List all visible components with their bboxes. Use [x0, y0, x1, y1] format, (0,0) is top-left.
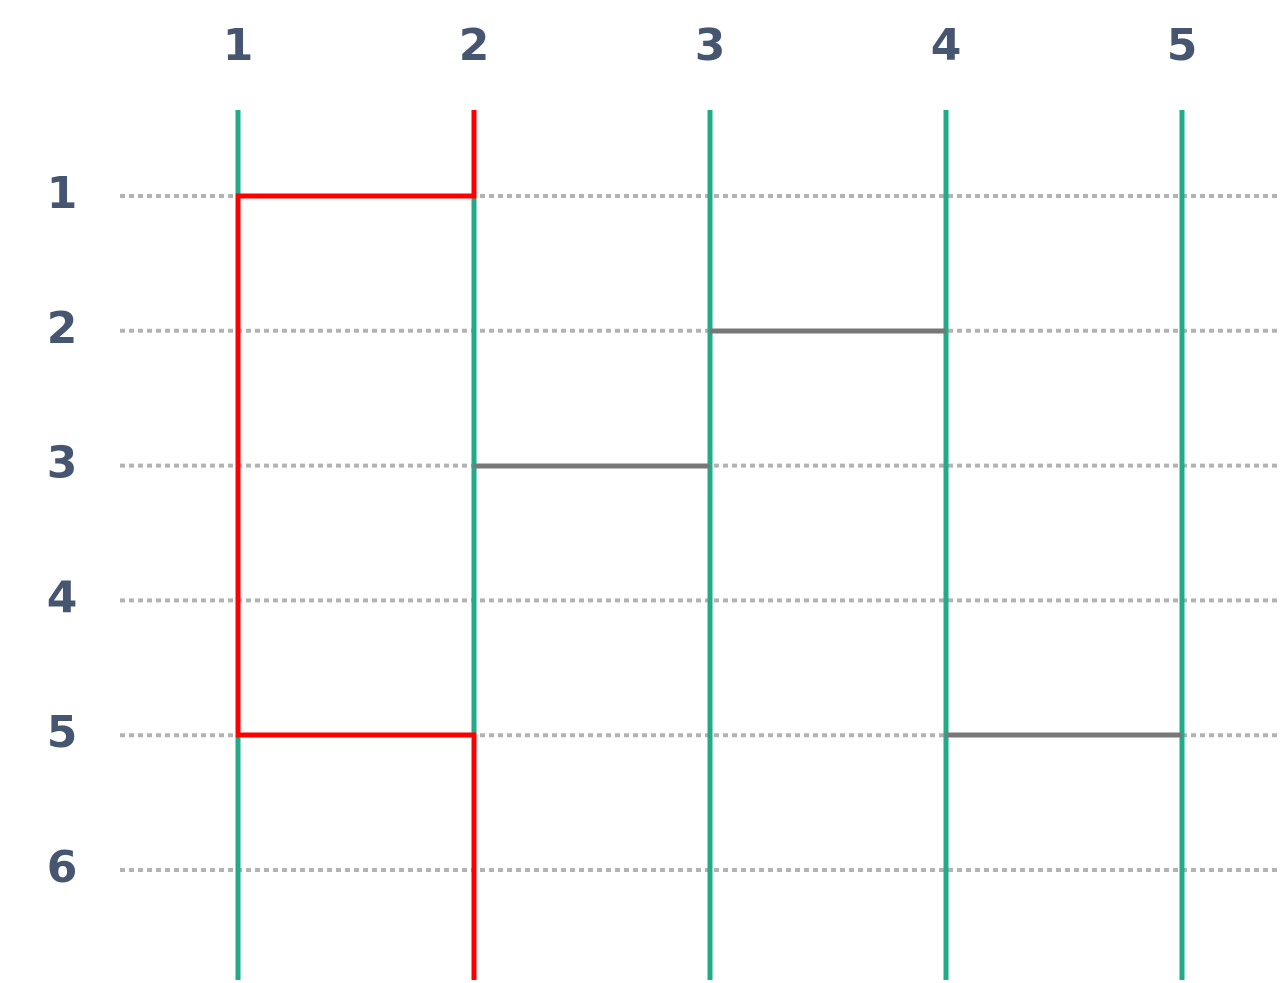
- column-label: 4: [931, 20, 962, 71]
- labels: 1 2 3 4 5 6 1 2 3 4 5: [47, 20, 1198, 893]
- row-guides: [120, 194, 1280, 872]
- row-label: 3: [47, 438, 78, 489]
- rails: [235, 110, 1185, 980]
- rungs: [474, 328, 1182, 738]
- column-label: 2: [459, 20, 490, 71]
- row-label: 1: [47, 168, 78, 219]
- highlighted-path: [235, 110, 477, 980]
- row-label: 5: [47, 707, 78, 758]
- row-label: 2: [47, 303, 78, 354]
- row-label: 6: [47, 842, 78, 893]
- column-label: 1: [223, 20, 254, 71]
- column-label: 5: [1167, 20, 1198, 71]
- column-label: 3: [695, 20, 726, 71]
- row-label: 4: [47, 572, 78, 623]
